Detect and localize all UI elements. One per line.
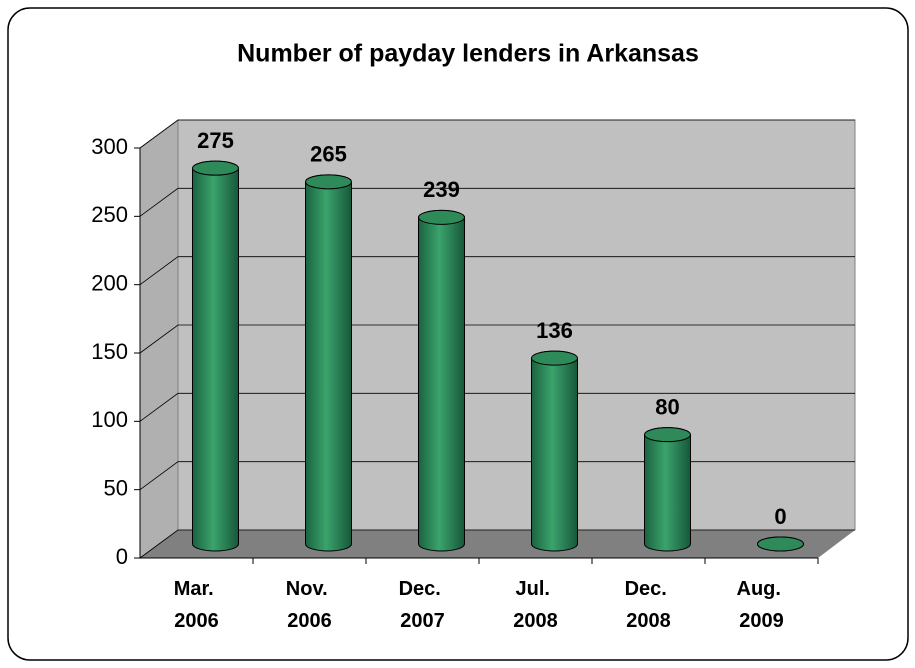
bar-top: [418, 209, 465, 225]
grid-line: [139, 392, 855, 422]
y-tick-label: 50: [104, 475, 128, 500]
bar: [644, 427, 691, 552]
bar-top: [305, 174, 352, 190]
grid-line: [139, 119, 855, 149]
y-tick-label: 300: [91, 134, 128, 159]
bar-top: [644, 427, 691, 443]
grid-line: [139, 187, 855, 217]
bar: [531, 350, 578, 552]
bar: [192, 160, 239, 552]
value-label: 275: [197, 128, 234, 153]
bar-top: [757, 536, 804, 552]
x-tick-label: Nov. 2006: [286, 578, 333, 632]
y-tick-label: 100: [91, 407, 128, 432]
grid-line: [139, 461, 855, 490]
value-label: 265: [310, 142, 347, 167]
floor: [140, 530, 855, 558]
value-label: 239: [423, 177, 460, 202]
x-tick-label: Dec. 2007: [399, 578, 447, 632]
bar-top: [531, 350, 578, 366]
grid-line: [139, 324, 855, 354]
grid-line: [139, 529, 855, 559]
bar-top: [192, 160, 239, 176]
x-tick-label: Aug. 2009: [737, 578, 787, 632]
y-tick-label: 150: [91, 339, 128, 364]
y-tick-label: 200: [91, 270, 128, 295]
bar: [418, 209, 465, 552]
x-tick-label: Dec. 2008: [625, 578, 673, 632]
value-label: 0: [774, 504, 786, 529]
y-tick-label: 0: [116, 544, 128, 569]
x-tick-label: Mar. 2006: [174, 578, 220, 632]
value-label: 80: [655, 394, 679, 419]
plot: 0 50 100 150 200 250 300 Mar. 2006 275 Nov. 2006 2…: [91, 119, 855, 632]
grid-line: [139, 256, 855, 285]
chart-title: Number of payday lenders in Arkansas: [237, 40, 699, 68]
x-tick-label: Jul. 2008: [513, 578, 558, 632]
y-tick-label: 250: [91, 202, 128, 227]
value-label: 136: [536, 318, 573, 343]
bar: [305, 174, 352, 552]
